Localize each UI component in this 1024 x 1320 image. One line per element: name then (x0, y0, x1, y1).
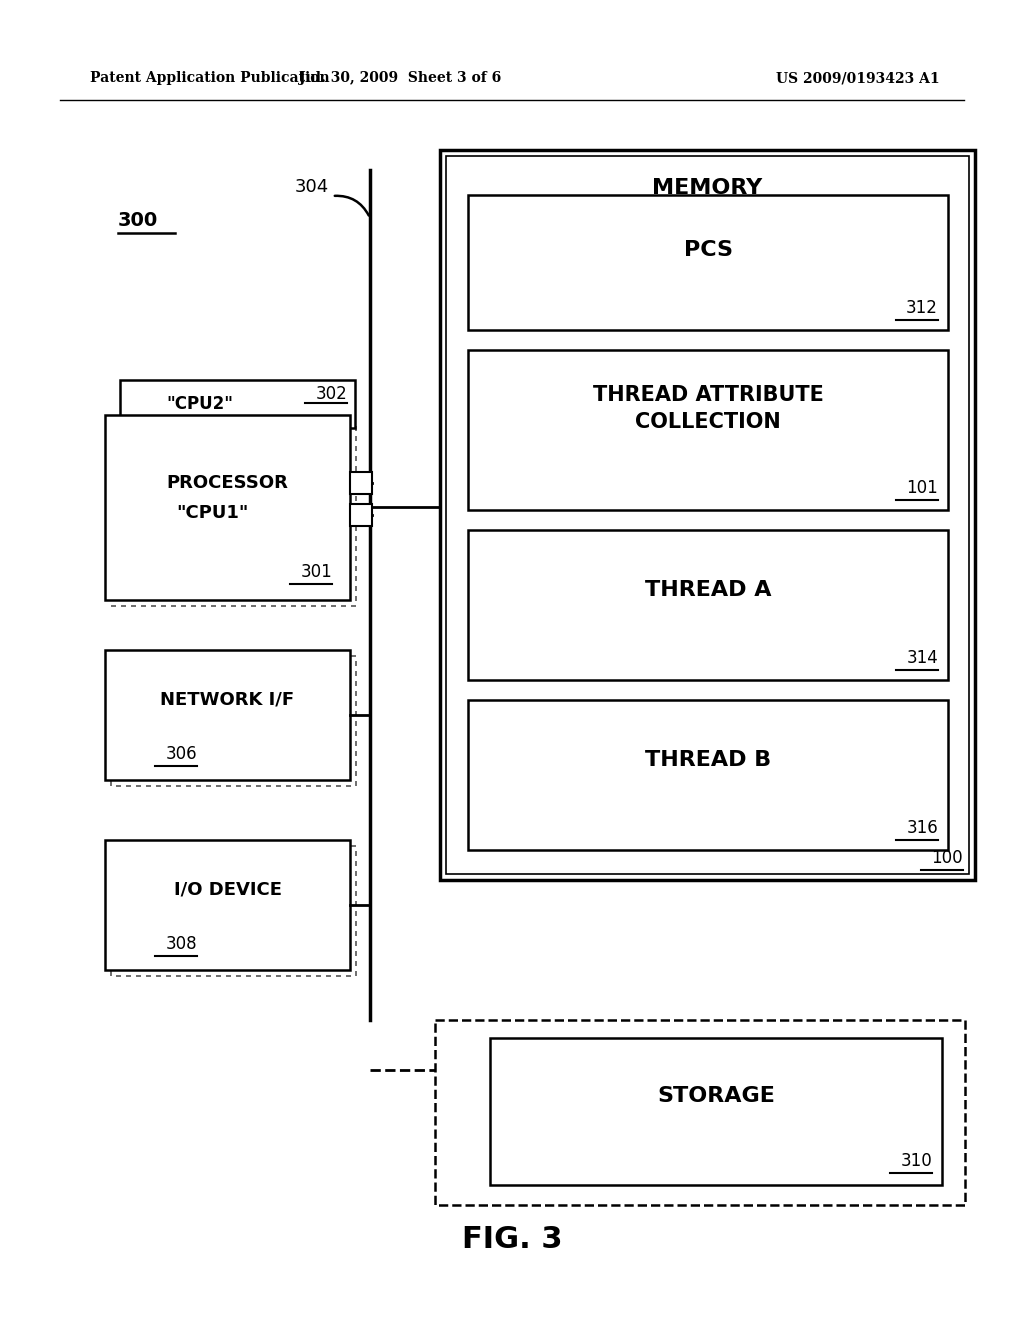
Text: 314: 314 (906, 649, 938, 667)
Text: 101: 101 (906, 479, 938, 498)
Bar (435, 1020, 965, 1205)
Text: "CPU1": "CPU1" (176, 504, 249, 521)
Text: "CPU2": "CPU2" (167, 395, 233, 413)
Text: 312: 312 (906, 300, 938, 317)
Text: THREAD ATTRIBUTE: THREAD ATTRIBUTE (593, 385, 823, 405)
Text: FIG. 3: FIG. 3 (462, 1225, 562, 1254)
Text: I/O DEVICE: I/O DEVICE (173, 880, 282, 899)
Bar (111, 421, 356, 606)
Text: THREAD A: THREAD A (645, 579, 771, 601)
Text: PROCESSOR: PROCESSOR (167, 474, 289, 492)
Text: 301: 301 (300, 564, 332, 581)
Bar (468, 350, 948, 510)
Bar (468, 531, 948, 680)
Text: 302: 302 (315, 385, 347, 403)
Text: PCS: PCS (683, 240, 732, 260)
Text: 100: 100 (932, 849, 963, 867)
Text: MEMORY: MEMORY (652, 178, 763, 198)
Text: 308: 308 (165, 935, 197, 953)
Text: Jul. 30, 2009  Sheet 3 of 6: Jul. 30, 2009 Sheet 3 of 6 (299, 71, 501, 84)
Text: STORAGE: STORAGE (657, 1086, 775, 1106)
Bar (105, 414, 350, 601)
Text: 300: 300 (118, 210, 159, 230)
Bar (111, 656, 356, 785)
Bar (468, 195, 948, 330)
Bar (468, 700, 948, 850)
Bar (350, 504, 372, 525)
Bar (111, 846, 356, 975)
Bar (446, 156, 969, 874)
Bar (105, 649, 350, 780)
Text: 304: 304 (295, 178, 330, 195)
Bar (120, 380, 355, 428)
Text: 310: 310 (900, 1152, 932, 1170)
Text: 306: 306 (165, 744, 197, 763)
Text: 316: 316 (906, 818, 938, 837)
Bar (498, 1045, 950, 1193)
Text: US 2009/0193423 A1: US 2009/0193423 A1 (776, 71, 940, 84)
Bar (440, 150, 975, 880)
Bar (105, 840, 350, 970)
Text: COLLECTION: COLLECTION (635, 412, 781, 432)
Bar (490, 1038, 942, 1185)
Bar (350, 473, 372, 494)
Text: Patent Application Publication: Patent Application Publication (90, 71, 330, 84)
Text: THREAD B: THREAD B (645, 750, 771, 770)
Text: NETWORK I/F: NETWORK I/F (161, 690, 295, 709)
